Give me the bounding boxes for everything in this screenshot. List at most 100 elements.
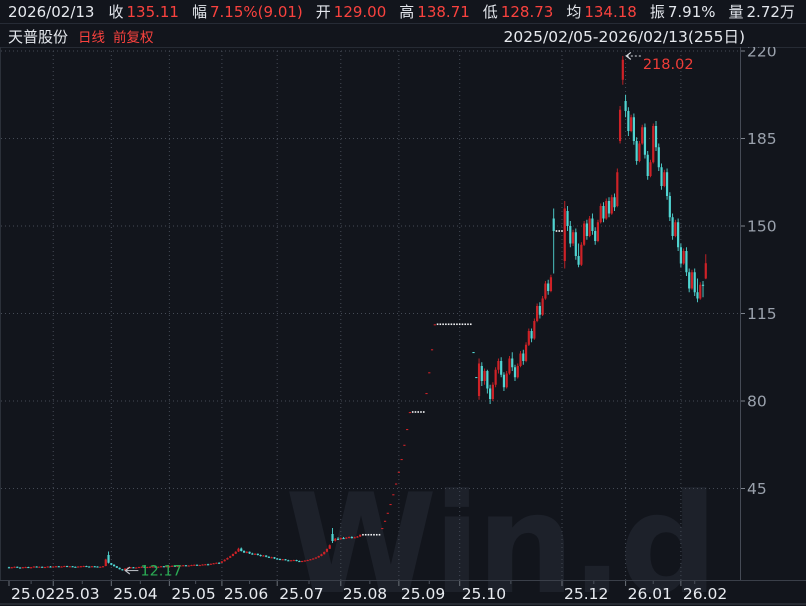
candle bbox=[281, 559, 284, 561]
candle bbox=[334, 538, 337, 542]
candle bbox=[635, 137, 638, 165]
candle bbox=[27, 566, 30, 569]
y-tick-label: 150 bbox=[747, 218, 777, 236]
candle bbox=[312, 558, 315, 560]
candle bbox=[204, 564, 207, 566]
candle bbox=[300, 560, 304, 563]
candle bbox=[530, 328, 533, 343]
candle bbox=[242, 550, 246, 553]
candle bbox=[638, 141, 641, 163]
candle bbox=[433, 324, 436, 326]
candle bbox=[248, 551, 251, 554]
stock-name[interactable]: 天普股份 bbox=[8, 27, 69, 46]
halt-dot bbox=[445, 323, 447, 326]
candle bbox=[77, 566, 80, 568]
candle bbox=[303, 560, 306, 562]
period-label[interactable]: 日线 bbox=[78, 30, 106, 46]
candle bbox=[511, 352, 514, 371]
candle bbox=[616, 168, 619, 208]
candle bbox=[395, 483, 398, 485]
candle bbox=[591, 213, 594, 235]
x-tick-label: 25.09 bbox=[401, 585, 445, 603]
candle bbox=[566, 206, 569, 231]
field-value: 7.15%(9.01) bbox=[210, 2, 303, 21]
halt-dot bbox=[436, 323, 439, 326]
candle bbox=[679, 243, 682, 268]
x-tick-label: 25.12 bbox=[564, 585, 608, 603]
candle bbox=[502, 372, 506, 391]
candle bbox=[107, 551, 110, 564]
candle bbox=[569, 221, 572, 248]
candle bbox=[124, 568, 127, 571]
quote-field: 开 129.00 bbox=[316, 1, 387, 22]
candle bbox=[220, 561, 224, 563]
halt-dot bbox=[411, 411, 414, 413]
candle bbox=[110, 563, 113, 566]
candle bbox=[339, 537, 342, 540]
field-label: 振 bbox=[649, 3, 665, 21]
candle bbox=[618, 106, 622, 144]
candle bbox=[696, 278, 699, 303]
candle bbox=[168, 565, 171, 568]
candle bbox=[475, 377, 478, 379]
candle bbox=[624, 94, 627, 118]
candle bbox=[182, 565, 185, 567]
halt-dot bbox=[375, 533, 378, 536]
candle bbox=[527, 328, 530, 346]
candle bbox=[46, 566, 49, 568]
candle bbox=[486, 369, 489, 394]
candle bbox=[646, 151, 649, 180]
x-tick-label: 25.05 bbox=[171, 585, 215, 603]
y-tick-label: 115 bbox=[747, 305, 777, 323]
candle bbox=[209, 563, 212, 565]
candle bbox=[118, 567, 121, 570]
candle bbox=[657, 143, 660, 171]
halt-dot bbox=[367, 533, 370, 536]
candle bbox=[231, 553, 235, 557]
candle bbox=[253, 553, 257, 555]
candle bbox=[323, 551, 326, 555]
candle bbox=[159, 566, 163, 568]
candle bbox=[489, 384, 492, 404]
x-tick-label: 25.07 bbox=[279, 585, 323, 603]
candle bbox=[690, 269, 694, 290]
candle bbox=[171, 565, 174, 567]
quote-field: 振 7.91% bbox=[650, 1, 716, 22]
field-label: 收 bbox=[108, 3, 124, 21]
quote-field: 量 2.72万 bbox=[729, 1, 795, 22]
candle bbox=[298, 560, 301, 563]
field-value: 2.72万 bbox=[746, 3, 795, 21]
annotations-layer: 218.02 12.17 bbox=[124, 51, 694, 580]
candle bbox=[82, 565, 85, 568]
quote-field: 低 128.73 bbox=[483, 1, 554, 22]
candle bbox=[347, 536, 351, 539]
candle bbox=[491, 382, 494, 401]
candle bbox=[240, 547, 243, 552]
halt-dot bbox=[373, 533, 375, 536]
candle bbox=[643, 123, 647, 159]
candle bbox=[325, 548, 329, 553]
candle bbox=[320, 553, 323, 557]
candle bbox=[599, 203, 602, 224]
candle bbox=[267, 556, 271, 558]
candle bbox=[477, 358, 481, 400]
x-tick-label: 26.02 bbox=[683, 585, 727, 603]
candle bbox=[356, 536, 359, 538]
low-arrow-icon bbox=[124, 566, 131, 575]
candle bbox=[173, 565, 176, 567]
candle bbox=[663, 169, 666, 188]
adjust-mode-label[interactable]: 前复权 bbox=[113, 30, 154, 46]
candle bbox=[121, 569, 124, 571]
candle bbox=[223, 559, 226, 562]
candle bbox=[522, 349, 525, 365]
halt-dot bbox=[456, 323, 458, 326]
candle bbox=[256, 553, 259, 556]
candle bbox=[665, 168, 669, 200]
x-tick-label: 25.06 bbox=[224, 585, 268, 603]
candle bbox=[677, 218, 680, 251]
candles-layer bbox=[7, 55, 707, 571]
candle bbox=[60, 566, 63, 568]
quote-date: 2026/02/13 bbox=[8, 2, 95, 21]
candle bbox=[251, 552, 254, 555]
